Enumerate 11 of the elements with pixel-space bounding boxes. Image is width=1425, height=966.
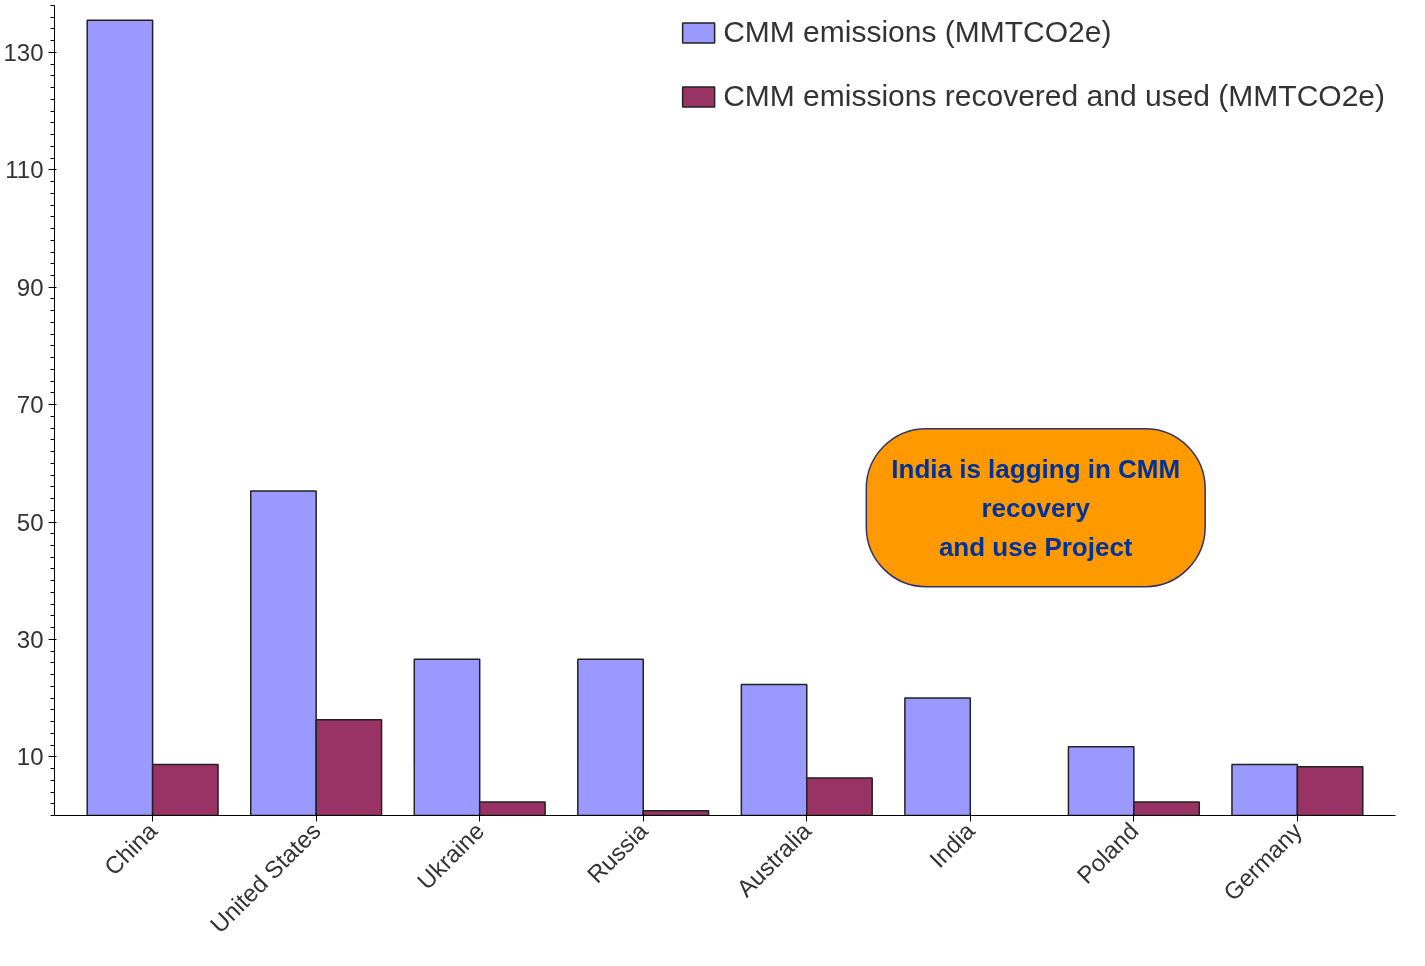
y-tick-label: 10 — [16, 743, 44, 771]
annotation: India is lagging in CMM recovery and use Project — [891, 453, 1181, 562]
y-tick-label: 50 — [16, 508, 44, 536]
y-tick-label: 70 — [16, 391, 44, 419]
y-tick-label: 130 — [3, 38, 44, 66]
y-tick-label: 110 — [5, 156, 44, 184]
y-tick-label: 30 — [16, 625, 44, 653]
legend-label: CMM emissions recovered and used (MMTCO2e) — [723, 79, 1385, 113]
y-tick-label: 90 — [16, 273, 44, 301]
bar — [904, 697, 972, 816]
legend-label: CMM emissions (MMTCO2e) — [723, 15, 1112, 49]
